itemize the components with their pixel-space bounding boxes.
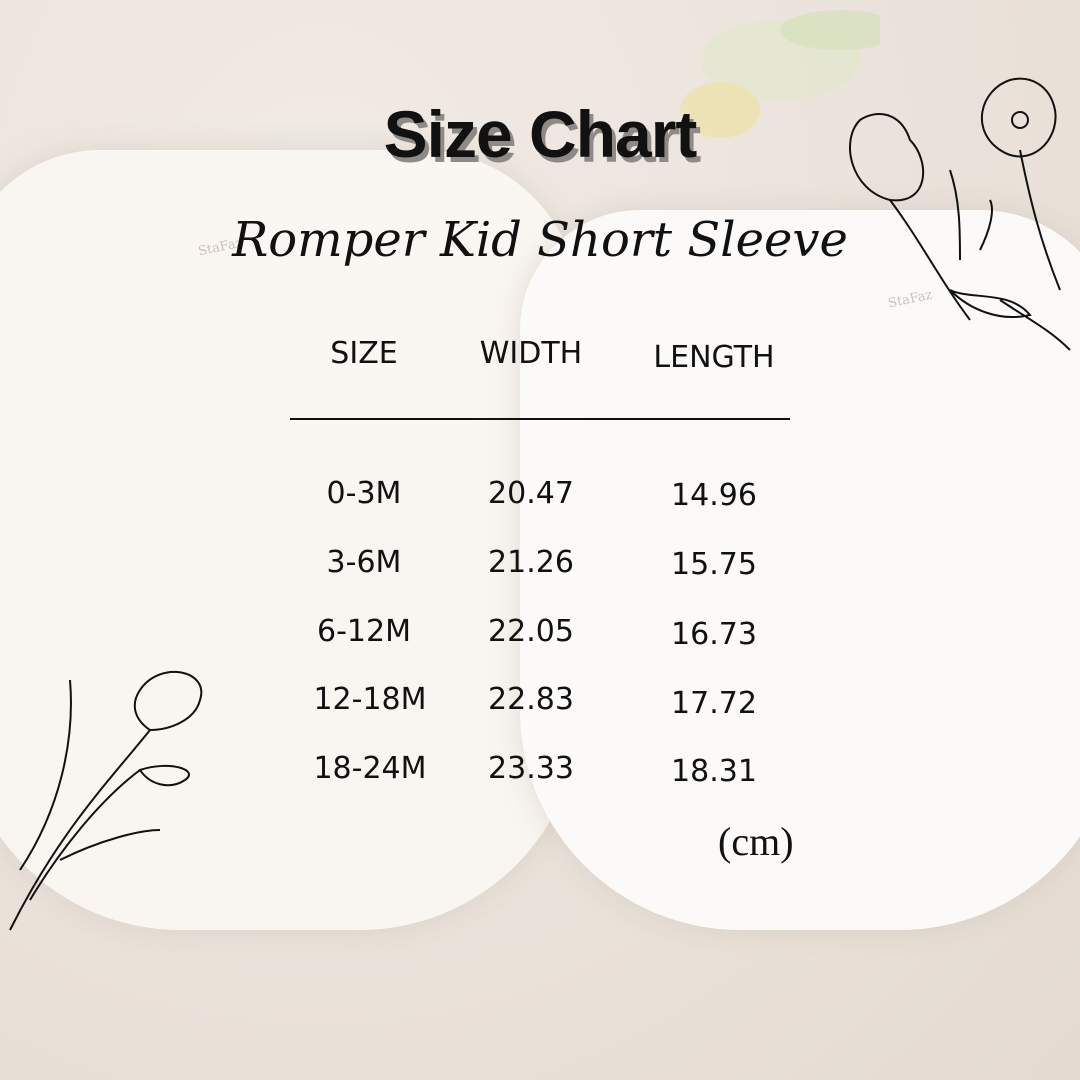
yellow-flower-image — [680, 10, 880, 138]
cell-width: 22.83 — [488, 682, 574, 717]
cell-width: 21.26 — [488, 545, 574, 580]
romper-right-image — [520, 210, 1080, 930]
cell-size: 12-18M — [313, 682, 427, 717]
cell-size: 6-12M — [317, 614, 411, 649]
header-width: WIDTH — [479, 336, 583, 371]
floral-lineart-bottom-left-icon — [9, 671, 203, 931]
cell-length: 14.96 — [671, 478, 757, 513]
cell-size: 0-3M — [326, 476, 402, 511]
cell-size: 3-6M — [326, 545, 402, 580]
cell-length: 15.75 — [671, 547, 757, 582]
unit-label: (cm) — [718, 819, 794, 864]
cell-width: 22.05 — [488, 614, 574, 649]
cell-length: 17.72 — [671, 686, 757, 721]
header-length: LENGTH — [653, 340, 775, 375]
cell-width: 20.47 — [488, 476, 574, 511]
cell-length: 16.73 — [671, 617, 757, 652]
header-divider — [290, 418, 790, 420]
cell-size: 18-24M — [313, 751, 427, 786]
page-title: Size Chart — [383, 97, 698, 171]
product-subtitle: Romper Kid Short Sleeve — [232, 212, 848, 268]
cell-length: 18.31 — [671, 754, 757, 789]
header-size: SIZE — [330, 336, 398, 371]
cell-width: 23.33 — [488, 751, 574, 786]
floral-lineart-top-right-icon — [849, 77, 1071, 351]
romper-left-image — [0, 150, 580, 930]
